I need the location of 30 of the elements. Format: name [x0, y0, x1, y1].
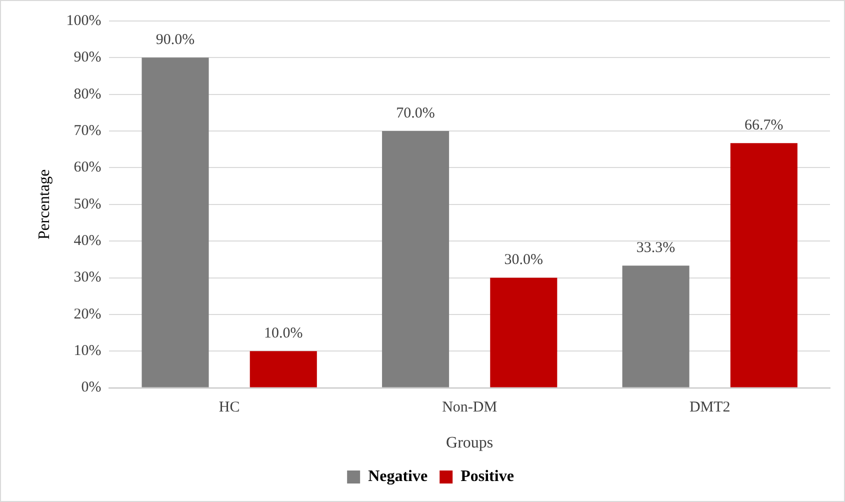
data-label: 66.7% — [744, 118, 784, 134]
data-label: 10.0% — [264, 326, 303, 342]
y-tick-label: 40% — [74, 233, 102, 250]
x-tick-label: DMT2 — [689, 400, 730, 416]
data-label: 33.3% — [636, 240, 676, 256]
y-tick-label: 30% — [74, 270, 102, 286]
x-tick-label: HC — [218, 400, 240, 416]
bar — [622, 266, 690, 388]
y-tick-label: 90% — [74, 50, 102, 66]
bar — [382, 131, 450, 388]
y-tick-label: 20% — [74, 306, 102, 322]
y-tick-label: 80% — [74, 86, 102, 102]
legend-label: Positive — [460, 468, 514, 486]
bar — [250, 351, 317, 388]
y-tick-label: 10% — [74, 343, 102, 360]
x-tick-label: Non-DM — [442, 400, 498, 416]
data-label: 90.0% — [156, 32, 195, 48]
data-label: 30.0% — [504, 252, 544, 268]
bar — [730, 143, 798, 388]
y-tick-label: 70% — [74, 122, 102, 139]
y-tick-label: 0% — [81, 380, 102, 396]
y-tick-label: 50% — [74, 196, 102, 212]
bar — [142, 58, 209, 388]
y-axis-title: Percentage — [36, 169, 53, 240]
y-tick-label: 60% — [74, 160, 102, 176]
legend-label: Negative — [368, 468, 428, 486]
data-label: 70.0% — [396, 105, 435, 122]
bar — [490, 278, 558, 388]
x-axis-title: Groups — [446, 434, 494, 452]
y-tick-label: 100% — [66, 12, 102, 29]
